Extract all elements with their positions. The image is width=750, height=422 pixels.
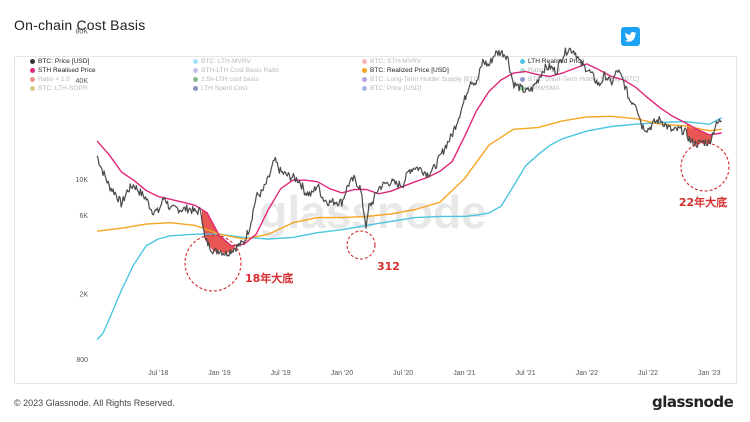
legend-label: BTC: Long-Term Holder Supply [BTC] [370,76,481,83]
x-tick-label: Jul '21 [516,370,536,377]
legend-label: 2.5x-LTH cost basis [201,76,259,83]
legend-item[interactable]: STH Realised Price [30,67,96,74]
legend: BTC: Price [USD] BTC: LTH-MVRV BTC: STH-MV… [30,58,730,100]
y-tick-label: 6K [79,213,88,220]
x-tick-label: Jul '20 [393,370,413,377]
series-sth [96,63,722,247]
legend-dot [30,59,35,64]
legend-label: 200WSMA [528,85,560,92]
annotation-label: 312 [377,260,400,273]
page-title: On-chain Cost Basis [14,17,146,33]
legend-label: BTC: Price [USD] [370,85,422,92]
x-tick-label: Jan '23 [698,370,720,377]
legend-dot [30,68,35,73]
legend-label: BTC: STH-MVRV [370,58,422,65]
y-tick-label: 40K [76,78,89,85]
legend-dot [30,86,35,91]
series-line-price [96,47,722,257]
legend-item[interactable]: BTC: Price [USD] [30,58,89,65]
legend-label: BTC: LTH-SOPR [38,85,88,92]
y-tick-label: 10K [76,177,89,184]
legend-dot [520,59,525,64]
legend-item[interactable]: BTC: Long-Term Holder Supply [BTC] [362,76,480,83]
legend-dot [30,77,35,82]
copyright: © 2023 Glassnode. All Rights Reserved. [14,398,175,408]
bottom-zone-fill [202,209,235,254]
legend-dot [520,68,525,73]
annotation-circle [680,142,730,192]
legend-label: STH-LTH Cost Basis Ratio [201,67,279,74]
legend-label: Ratio < 1.0 [38,76,71,83]
series-price [96,47,722,257]
legend-label: LTH Spent Cost [201,85,248,92]
x-tick-label: Jul '22 [638,370,658,377]
legend-item[interactable]: BTC: LTH-MVRV [193,58,251,65]
chart-card [14,56,737,384]
legend-dot [362,68,367,73]
legend-item[interactable]: Ratio < 1.0 [30,76,70,83]
legend-dot [193,59,198,64]
legend-item[interactable]: LTH Spent Cost [193,85,247,92]
series-lth [96,117,722,341]
legend-label: LTH Realised Price [528,58,585,65]
legend-item[interactable]: BTC: Short-Term Holder Supply [BTC] [520,76,639,83]
annotation-label: 18年大底 [245,271,293,285]
y-tick-label: 80K [76,28,89,35]
legend-label: BTC: Short-Term Holder Supply [BTC] [528,76,640,83]
legend-dot [193,86,198,91]
annotation-circle [346,230,376,260]
legend-dot [520,77,525,82]
annotation-label: 22年大底 [679,195,727,209]
legend-item[interactable]: BTC: Price [USD] [362,85,421,92]
series-line-lth [96,117,722,341]
legend-label: BTC: Price [USD] [38,58,90,65]
legend-dot [193,77,198,82]
legend-item[interactable]: STH-LTH Cost Basis Ratio [193,67,279,74]
y-tick-label: 800 [76,357,88,364]
legend-item[interactable]: BTC: Realized Price [USD] [362,67,449,74]
legend-dot [362,77,367,82]
series-line-sth [96,63,722,247]
brand-logo: glassnode [652,393,734,411]
x-tick-label: Jul '19 [271,370,291,377]
x-tick-label: Jan '19 [208,370,230,377]
legend-label: BTC: Realized Price [USD] [370,67,449,74]
legend-item[interactable]: LTH Realised Price [520,58,584,65]
twitter-icon[interactable] [621,27,640,46]
y-tick-label: 2K [79,292,88,299]
legend-dot [362,59,367,64]
x-tick-label: Jul '18 [148,370,168,377]
watermark-text: glassnode [259,186,487,238]
legend-item[interactable]: BTC: STH-MVRV [362,58,421,65]
legend-item[interactable]: BTC: LTH-SOPR [30,85,88,92]
legend-item[interactable]: 2.5x-LTH cost basis [193,76,259,83]
x-tick-label: Jan '22 [576,370,598,377]
legend-label: STH Realised Price [38,67,96,74]
x-tick-label: Jan '20 [331,370,353,377]
annotation-circle [184,234,242,292]
legend-dot [362,86,367,91]
legend-label: BTC: LTH-MVRV [201,58,251,65]
legend-dot [193,68,198,73]
x-tick-label: Jan '21 [453,370,475,377]
